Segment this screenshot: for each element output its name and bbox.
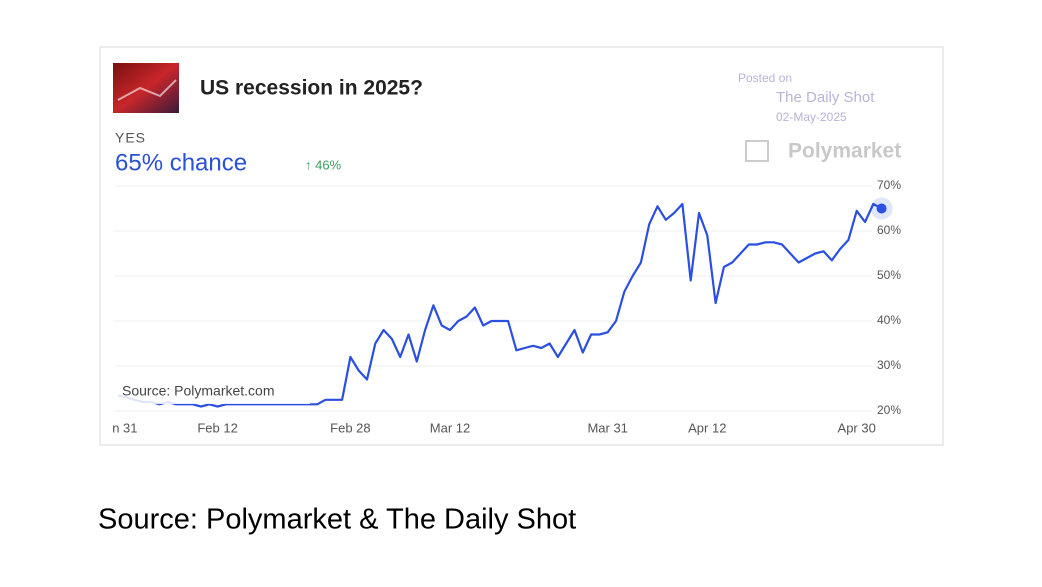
x-tick-label: Mar 31 (587, 420, 627, 435)
x-tick-label: Apr 12 (688, 420, 726, 435)
x-tick-label: Feb 12 (197, 420, 237, 435)
icon-detail (117, 79, 177, 101)
y-tick-label: 30% (877, 358, 901, 372)
x-tick-label: Apr 30 (838, 420, 876, 435)
card (99, 46, 944, 446)
change: ↑ 46% (305, 157, 342, 172)
watermark: Polymarket (788, 140, 901, 163)
x-tick-label: Mar 12 (430, 420, 470, 435)
source-box (116, 382, 310, 404)
y-tick-label: 50% (877, 268, 901, 282)
watermark-logo (745, 140, 769, 162)
y-tick-label: 20% (877, 403, 901, 417)
posted-label: Posted on (738, 71, 792, 85)
title: US recession in 2025? (200, 77, 423, 100)
outcome: YES (115, 130, 146, 146)
last-point (876, 203, 887, 214)
x-tick-label: Jan 31 (98, 420, 137, 435)
y-tick-label: 40% (877, 313, 901, 327)
headline: 65% chance (115, 149, 247, 176)
line (117, 202, 883, 408)
inner-source: Source: Polymarket.com (122, 383, 275, 399)
posted-date: 02-May-2025 (776, 110, 847, 124)
y-tick-label: 60% (877, 223, 901, 237)
x-tick-label: Feb 28 (330, 420, 370, 435)
caption: Source: Polymarket & The Daily Shot (98, 504, 576, 536)
y-tick-label: 70% (877, 178, 901, 192)
plot: Jan 31 Feb 12 Feb 28 Mar 12 Mar 31 Apr 12 Apr … (98, 185, 893, 435)
poster: The Daily Shot (776, 89, 875, 106)
